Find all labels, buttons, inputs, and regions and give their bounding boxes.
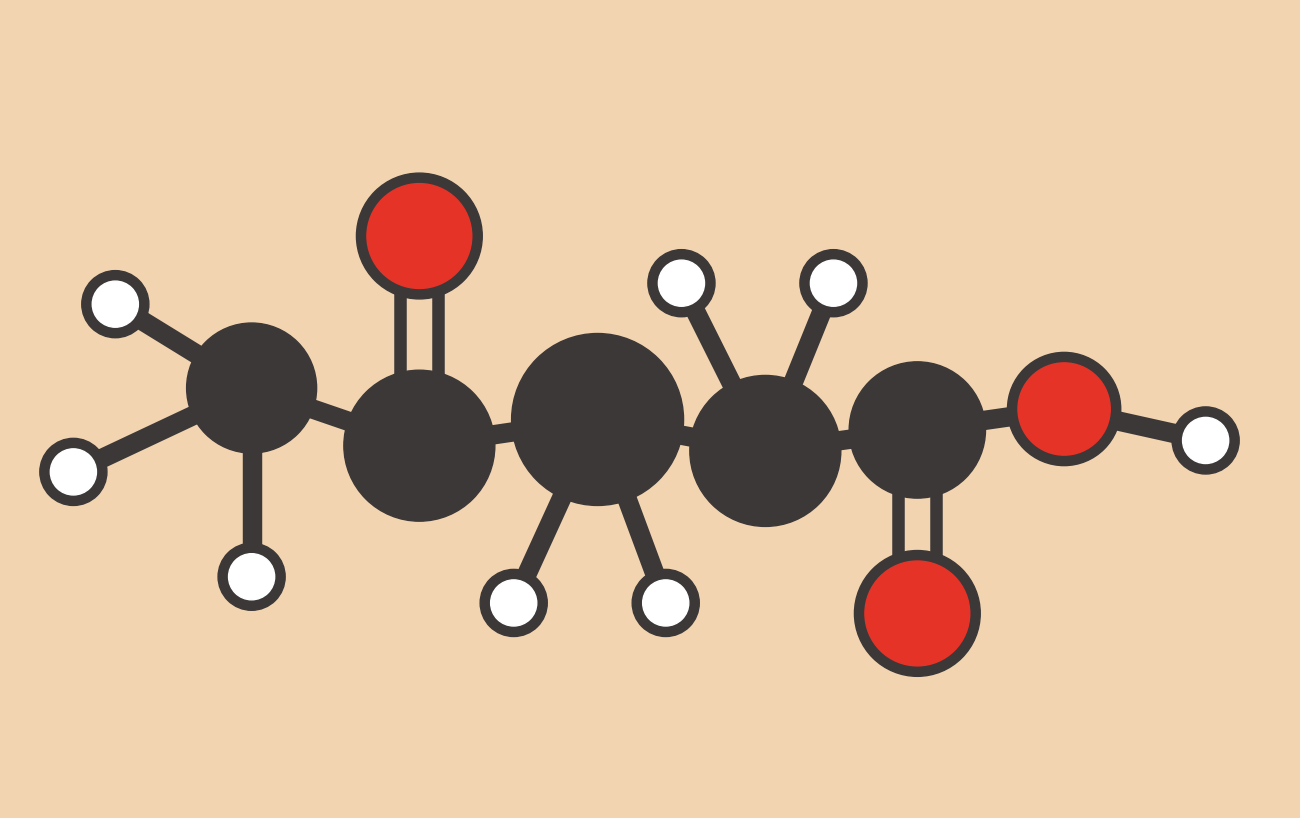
Circle shape	[701, 386, 831, 516]
Circle shape	[512, 334, 684, 506]
Circle shape	[647, 249, 715, 317]
Circle shape	[1173, 407, 1239, 474]
Circle shape	[355, 380, 485, 510]
Circle shape	[92, 281, 138, 327]
Circle shape	[1183, 417, 1228, 464]
Circle shape	[82, 271, 150, 338]
Circle shape	[480, 569, 547, 636]
Circle shape	[849, 362, 985, 498]
Circle shape	[854, 551, 980, 676]
Circle shape	[800, 249, 867, 317]
Circle shape	[1018, 363, 1110, 455]
Circle shape	[658, 260, 705, 306]
Circle shape	[198, 334, 306, 443]
Circle shape	[229, 554, 274, 600]
Circle shape	[859, 372, 975, 488]
Circle shape	[367, 183, 472, 289]
Circle shape	[187, 323, 317, 453]
Circle shape	[632, 569, 699, 636]
Circle shape	[356, 173, 482, 299]
Circle shape	[490, 580, 537, 626]
Circle shape	[642, 580, 689, 626]
Circle shape	[864, 561, 970, 666]
Circle shape	[51, 449, 96, 495]
Circle shape	[40, 438, 107, 506]
Circle shape	[690, 375, 841, 527]
Circle shape	[218, 543, 285, 610]
Circle shape	[523, 344, 673, 495]
Circle shape	[1008, 353, 1121, 465]
Circle shape	[344, 371, 495, 521]
Circle shape	[810, 260, 857, 306]
